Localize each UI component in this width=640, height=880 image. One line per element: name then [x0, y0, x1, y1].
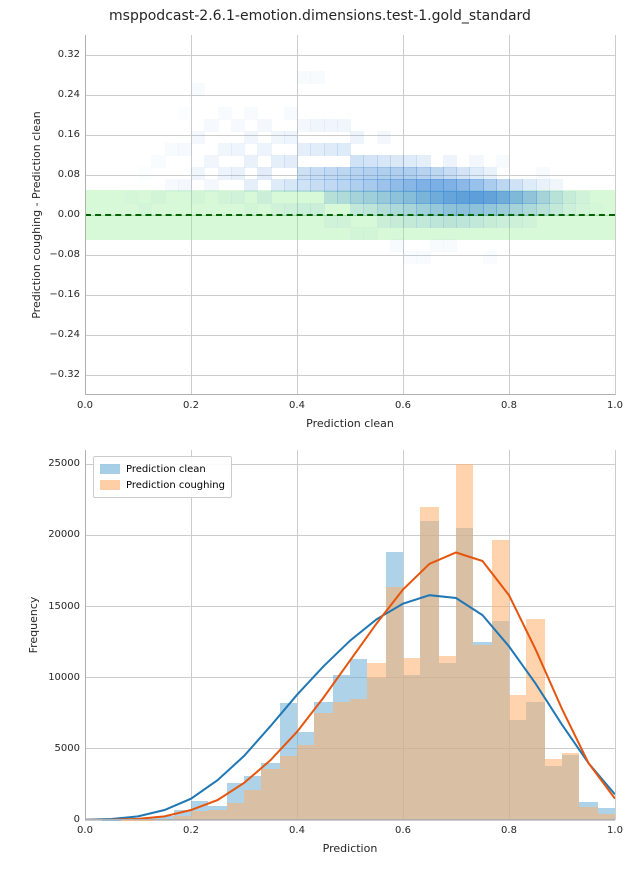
- legend: Prediction cleanPrediction coughing: [93, 456, 232, 498]
- figure: msppodcast-2.6.1-emotion.dimensions.test…: [0, 0, 640, 880]
- top-xlabel: Prediction clean: [85, 417, 615, 430]
- scatter-panel: [85, 35, 615, 395]
- histogram-panel: [85, 450, 615, 820]
- bottom-ylabel: Frequency: [27, 585, 40, 665]
- bottom-xlabel: Prediction: [85, 842, 615, 855]
- zero-line: [85, 214, 615, 216]
- figure-title: msppodcast-2.6.1-emotion.dimensions.test…: [0, 8, 640, 24]
